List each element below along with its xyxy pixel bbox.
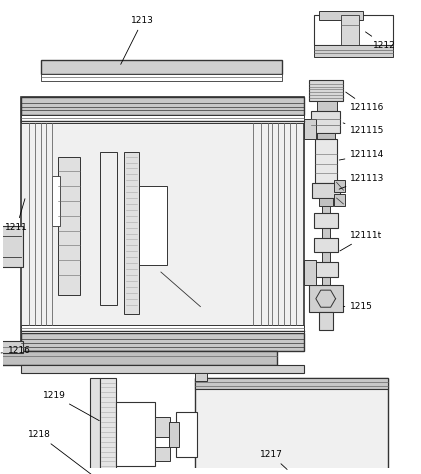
Bar	[304, 260, 316, 285]
Text: 121113: 121113	[339, 174, 385, 189]
Bar	[176, 412, 197, 456]
Bar	[40, 60, 282, 74]
Bar	[100, 378, 115, 474]
Text: 1212: 1212	[365, 32, 396, 50]
Text: 121115: 121115	[343, 123, 385, 136]
Text: 1218: 1218	[28, 430, 92, 474]
Bar	[317, 101, 336, 111]
Bar	[52, 176, 60, 226]
Text: 12111t: 12111t	[340, 231, 383, 251]
Bar	[317, 133, 335, 139]
Bar	[155, 447, 170, 462]
Bar	[155, 417, 170, 437]
Bar	[40, 74, 282, 81]
Bar	[90, 378, 100, 474]
Bar	[341, 16, 359, 45]
Text: 1219: 1219	[43, 391, 99, 420]
Bar	[0, 351, 277, 365]
Bar	[0, 226, 23, 267]
Bar	[333, 194, 346, 206]
Text: 121114: 121114	[339, 150, 385, 160]
Text: 1213: 1213	[121, 16, 154, 64]
Bar	[58, 156, 80, 295]
Bar	[125, 152, 139, 314]
Bar	[169, 422, 179, 447]
Bar	[21, 333, 304, 351]
Bar	[314, 213, 338, 228]
Bar	[195, 378, 388, 474]
Bar	[309, 80, 344, 101]
Bar	[319, 10, 363, 20]
Bar	[115, 402, 155, 466]
Bar	[312, 183, 339, 198]
Text: 1215: 1215	[344, 302, 373, 311]
Bar	[21, 115, 304, 123]
Bar	[21, 365, 304, 373]
Bar	[314, 262, 338, 277]
Bar	[195, 373, 207, 381]
Text: 121116: 121116	[346, 92, 385, 112]
Bar	[21, 97, 304, 351]
Bar	[315, 139, 336, 183]
Bar	[195, 378, 388, 390]
Bar	[0, 341, 23, 353]
Bar	[311, 111, 341, 133]
Text: 1216: 1216	[1, 346, 31, 356]
Bar	[319, 312, 333, 330]
Bar	[21, 325, 304, 333]
Bar	[319, 198, 333, 206]
Bar	[314, 16, 393, 45]
Bar	[100, 152, 117, 305]
Bar	[333, 180, 346, 192]
Bar	[314, 45, 393, 57]
Bar	[322, 206, 330, 285]
Text: 1217: 1217	[260, 450, 287, 469]
Bar	[314, 237, 338, 252]
Bar	[304, 119, 316, 139]
Text: 1211: 1211	[5, 199, 28, 232]
Bar	[309, 285, 344, 312]
Bar	[21, 97, 304, 115]
Bar	[139, 186, 167, 265]
